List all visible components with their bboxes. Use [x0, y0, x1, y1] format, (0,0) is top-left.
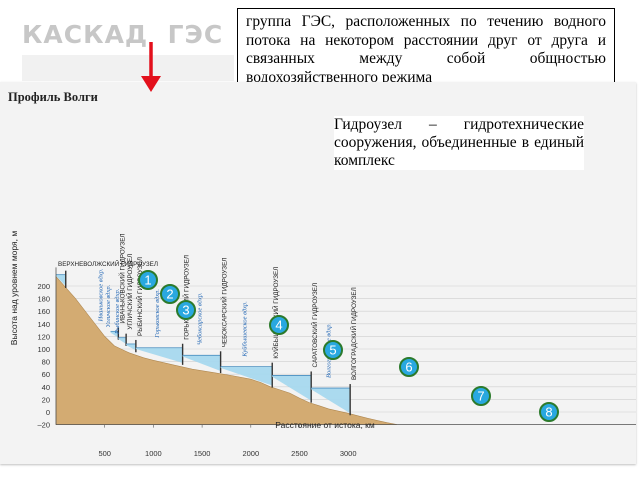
dam-name-label: КУЙБЫШЕВСКИЙ ГИДРОУЗЕЛ	[271, 267, 280, 359]
step-number: 1	[144, 273, 151, 288]
y-tick-label: 60	[42, 370, 50, 379]
step-marker	[269, 315, 289, 335]
dam-name-label: ГОРЬКОВСКИЙ ГИДРОУЗЕЛ	[182, 255, 191, 340]
y-tick-label: 40	[42, 383, 50, 392]
step-marker	[160, 284, 180, 304]
step-marker	[138, 270, 158, 290]
step-number: 4	[275, 318, 282, 333]
pointer-arrow	[141, 42, 161, 92]
step-number: 7	[477, 389, 484, 404]
step-number: 2	[166, 287, 173, 302]
riverbed-area	[55, 275, 397, 425]
x-tick-label: 1000	[145, 449, 162, 458]
reservoir-water	[110, 331, 119, 338]
dam-name-label: ЧЕБОКСАРСКИЙ ГИДРОУЗЕЛ	[220, 258, 229, 348]
step-marker	[539, 402, 559, 422]
reservoir-water	[272, 375, 312, 401]
arrow-head	[141, 76, 161, 92]
step-marker	[323, 340, 343, 360]
step-marker	[176, 300, 196, 320]
reservoir-water	[311, 388, 351, 414]
riverbed-ground	[55, 275, 397, 425]
dam-name-label: РЫБИНСКИЙ ГИДРОУЗЕЛ	[135, 257, 144, 336]
x-tick-label: 1500	[194, 449, 211, 458]
y-tick-label: 0	[46, 408, 50, 417]
reservoir-water	[126, 343, 136, 351]
y-tick-label: 100	[37, 345, 50, 354]
reservoir-water	[56, 274, 66, 286]
x-tick-label: 500	[98, 449, 111, 458]
reservoir-water	[220, 366, 273, 386]
definition-2-text: Гидроузел – гидротехнические сооружения,…	[334, 116, 584, 170]
reservoir-water	[118, 337, 127, 344]
y-tick-label: –20	[37, 421, 50, 430]
reservoir-name-label: Чебоксарское вдхр.	[197, 292, 204, 345]
y-tick-label: 20	[42, 395, 50, 404]
step-marker	[471, 386, 491, 406]
reservoir-water	[135, 347, 183, 363]
definition-box: группа ГЭС, расположенных по течению вод…	[237, 8, 615, 96]
x-tick-label: 2000	[242, 449, 259, 458]
dam-name-label: ВЕРХНЕВОЛЖСКИЙ ГИДРОУЗЕЛ	[58, 259, 158, 268]
reservoir-name-label: Куйбышевское вдхр.	[241, 301, 248, 358]
y-tick-label: 160	[37, 307, 50, 316]
step-marker	[399, 357, 419, 377]
reservoir-name-label: Угличское вдхр.	[105, 284, 112, 327]
x-tick-label: 3000	[340, 449, 357, 458]
step-number: 8	[545, 405, 552, 420]
reservoir-name-label: Рыбинское вдхр.	[114, 288, 121, 335]
y-axis-label: Высота над уровнем моря, м	[9, 231, 19, 346]
x-axis-label: Расстояние от истока, км	[275, 420, 375, 430]
dam-name-label: УГЛИЧСКИЙ ГИДРОУЗЕЛ	[125, 254, 134, 330]
y-tick-label: 140	[37, 320, 50, 329]
step-markers: 123 4 5 6 7 8	[138, 270, 559, 422]
dam-name-label: САРАТОВСКИЙ ГИДРОУЗЕЛ	[310, 283, 319, 368]
reservoir-name-label: Горьковское вдхр.	[154, 289, 161, 339]
y-tick-label: 120	[37, 332, 50, 341]
reservoirs	[56, 270, 351, 416]
step-number: 5	[329, 343, 336, 358]
step-number: 3	[182, 303, 189, 318]
slide-title: КАСКАД ГЭС	[22, 20, 224, 49]
title-underlay	[22, 55, 234, 81]
step-number: 6	[405, 360, 412, 375]
chart-title: Профиль Волги	[8, 90, 98, 104]
definition-text: группа ГЭС, расположенных по течению вод…	[246, 13, 606, 86]
dam-name-label: ВОЛГОГРАДСКИЙ ГИДРОУЗЕЛ	[349, 287, 358, 380]
y-tick-label: 180	[37, 295, 50, 304]
x-tick-label: 2500	[291, 449, 308, 458]
y-tick-label: 80	[42, 358, 50, 367]
dam-name-label: ИВАНЬКОВСКИЙ ГИДРОУЗЕЛ	[117, 233, 126, 323]
reservoir-name-label: Иваньковское вдхр.	[97, 268, 104, 322]
reservoir-water	[182, 355, 221, 372]
y-tick-label: 200	[37, 282, 50, 291]
